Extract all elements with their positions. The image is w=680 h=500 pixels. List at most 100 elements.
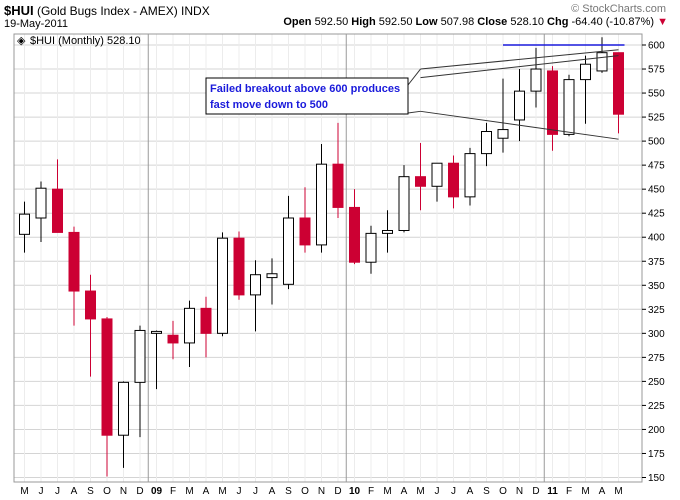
candle-body-up: [151, 330, 162, 334]
annotation-box: [205, 77, 409, 115]
x-tick-label: 10: [349, 486, 361, 497]
symbol: $HUI: [4, 3, 34, 18]
candle-body-down: [68, 231, 80, 292]
x-tick-label: J: [39, 486, 44, 497]
candle: [52, 159, 63, 233]
candle: [184, 300, 195, 367]
candle: [596, 37, 608, 73]
candle: [250, 260, 261, 332]
candle: [68, 226, 80, 326]
y-tick-label: 500: [648, 137, 665, 148]
legend: ◈ $HUI (Monthly) 528.10: [17, 35, 141, 47]
candle-body-up: [266, 273, 278, 279]
candle-body-up: [134, 329, 146, 383]
candle: [19, 201, 30, 253]
y-tick-label: 425: [648, 209, 665, 220]
y-tick-label: 375: [648, 257, 665, 268]
candle: [35, 181, 47, 243]
trend-line: [420, 110, 619, 140]
high-value: 592.50: [378, 16, 413, 28]
x-axis: M J J A S O N D 09 F M A M J J A S O N D 10 F M A M J J A S O N D 11 F M A M: [20, 486, 622, 497]
candle: [332, 122, 344, 218]
x-tick-label: J: [253, 486, 258, 497]
candle: [200, 296, 212, 358]
candle: [382, 210, 393, 253]
candle-body-down: [349, 206, 360, 263]
candle: [217, 232, 228, 337]
trend-lines: [407, 44, 625, 140]
x-tick-label: M: [383, 486, 391, 497]
candle-body-up: [250, 274, 261, 296]
candle: [464, 147, 476, 206]
y-tick-label: 350: [648, 281, 665, 292]
candle-body-up: [316, 163, 327, 246]
candle-body-up: [464, 153, 476, 198]
candle-body-down: [167, 334, 179, 344]
open-label: Open: [283, 16, 312, 28]
x-tick-label: F: [170, 486, 176, 497]
candle: [613, 52, 624, 134]
candle: [349, 189, 360, 265]
candle-body-up: [382, 229, 393, 234]
candle: [316, 143, 327, 253]
candle: [514, 69, 525, 142]
x-tick-label: D: [136, 486, 143, 497]
x-tick-label: N: [318, 486, 325, 497]
candle-body-up: [184, 307, 195, 344]
x-tick-label: A: [467, 486, 474, 497]
candle-body-up: [118, 381, 129, 436]
x-tick-label: M: [218, 486, 226, 497]
y-tick-label: 175: [648, 449, 665, 460]
x-tick-label: N: [516, 486, 523, 497]
x-tick-label: J: [451, 486, 456, 497]
candle-body-up: [596, 52, 608, 72]
low-value: 507.98: [440, 16, 475, 28]
candle-body-up: [283, 217, 294, 285]
candle: [448, 155, 459, 209]
candle: [398, 165, 410, 233]
x-tick-label: J: [55, 486, 60, 497]
high-label: High: [351, 16, 376, 28]
candle-body-up: [217, 237, 228, 334]
candle: [497, 78, 509, 153]
x-tick-label: A: [599, 486, 606, 497]
y-tick-label: 600: [648, 41, 665, 52]
candle-body-up: [365, 232, 377, 263]
candle-body-down: [101, 318, 113, 436]
close-label: Close: [477, 16, 508, 28]
x-tick-label: O: [301, 486, 309, 497]
y-tick-label: 300: [648, 329, 665, 340]
candle-body-up: [497, 129, 509, 139]
x-tick-label: 09: [151, 486, 163, 497]
x-tick-label: M: [185, 486, 193, 497]
candle: [85, 274, 96, 377]
y-tick-label: 400: [648, 233, 665, 244]
x-tick-label: S: [87, 486, 94, 497]
candle: [233, 231, 245, 300]
y-tick-label: 450: [648, 185, 665, 196]
chg-label: Chg: [547, 16, 569, 28]
callout-leader: [407, 68, 421, 86]
x-tick-label: A: [401, 486, 408, 497]
annotation-line-1: Failed breakout above 600 produces: [210, 83, 400, 95]
candle-body-down: [200, 307, 212, 334]
candle-body-down: [52, 188, 63, 233]
ohlc-summary: Open 592.50 High 592.50 Low 507.98 Close…: [283, 16, 668, 28]
exchange: INDX: [181, 4, 210, 18]
x-tick-label: F: [368, 486, 374, 497]
y-tick-label: 550: [648, 89, 665, 100]
y-axis: 150 175 200 225 250 275 300 325 350 375 400 425 450 4…: [642, 41, 665, 484]
trend-line: [420, 55, 619, 79]
open-value: 592.50: [314, 16, 349, 28]
x-tick-label: A: [203, 486, 210, 497]
annotation-callout: Failed breakout above 600 produces fast …: [205, 77, 409, 115]
callout-leader: [407, 110, 421, 114]
legend-text: $HUI (Monthly) 528.10: [30, 35, 141, 47]
candle-body-down: [85, 290, 96, 320]
x-tick-label: F: [566, 486, 572, 497]
candle-body-up: [530, 68, 542, 92]
candle: [151, 330, 162, 390]
x-tick-label: S: [285, 486, 292, 497]
candle-body-up: [398, 176, 410, 231]
